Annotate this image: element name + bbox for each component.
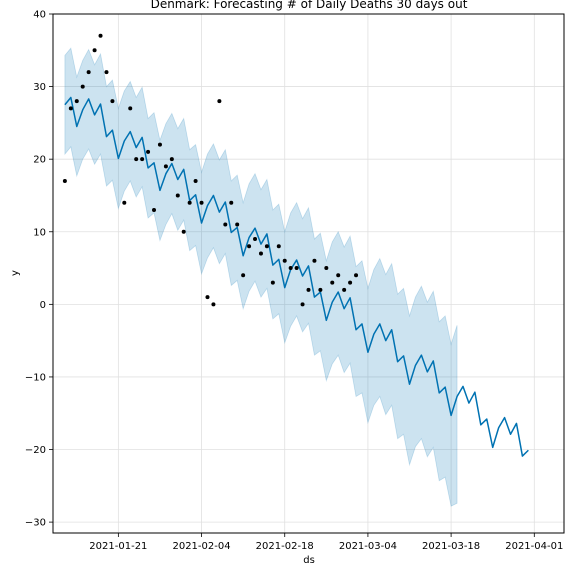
uncertainty-band-area (64, 47, 458, 507)
observed-point (110, 99, 115, 104)
x-tick-label: 2021-04-01 (505, 541, 563, 552)
observed-point (211, 302, 216, 307)
observed-point (247, 244, 252, 249)
observed-point (74, 99, 79, 104)
observed-points (62, 33, 359, 307)
y-tick-label: 10 (33, 227, 46, 238)
observed-point (134, 157, 139, 162)
observed-point (205, 295, 210, 300)
observed-point (282, 258, 287, 263)
observed-point (324, 266, 329, 271)
y-tick-label: −20 (25, 445, 46, 456)
observed-point (181, 229, 186, 234)
x-tick-label: 2021-03-18 (422, 541, 480, 552)
observed-point (312, 258, 317, 263)
x-tick-label: 2021-01-21 (89, 541, 147, 552)
observed-point (264, 244, 269, 249)
observed-point (68, 106, 73, 111)
observed-point (223, 222, 228, 227)
y-tick-label: −30 (25, 518, 46, 529)
x-axis-label: ds (303, 555, 315, 566)
observed-point (330, 280, 335, 285)
observed-point (157, 142, 162, 147)
observed-point (241, 273, 246, 278)
x-tick-label: 2021-03-04 (339, 541, 397, 552)
observed-point (140, 157, 145, 162)
observed-point (92, 48, 97, 53)
observed-point (217, 99, 222, 104)
forecast-line (64, 96, 529, 457)
observed-point (318, 287, 323, 292)
observed-point (229, 200, 234, 205)
observed-point (193, 178, 198, 183)
observed-point (80, 84, 85, 89)
chart-title: Denmark: Forecasting # of Daily Deaths 3… (151, 0, 468, 11)
observed-point (288, 266, 293, 271)
observed-point (122, 200, 127, 205)
observed-point (98, 33, 103, 38)
observed-point (86, 70, 91, 75)
observed-point (276, 244, 281, 249)
observed-point (336, 273, 341, 278)
x-axis-ticks: 2021-01-21 2021-02-04 2021-02-18 2021-03-04… (89, 533, 563, 552)
observed-point (348, 280, 353, 285)
x-tick-label: 2021-02-04 (172, 541, 230, 552)
y-tick-label: 30 (33, 82, 46, 93)
y-axis-label: y (10, 270, 21, 276)
observed-point (163, 164, 168, 169)
forecast-line-group (64, 96, 529, 457)
observed-point (146, 149, 151, 154)
observed-point (187, 200, 192, 205)
observed-point (300, 302, 305, 307)
observed-point (199, 200, 204, 205)
plot-area (52, 13, 565, 534)
observed-point (258, 251, 263, 256)
observed-point (235, 222, 240, 227)
observed-point (294, 266, 299, 271)
observed-point (128, 106, 133, 111)
observed-point (342, 287, 347, 292)
observed-point (253, 237, 258, 242)
observed-point (104, 70, 109, 75)
y-tick-label: −10 (25, 372, 46, 383)
observed-point (175, 193, 180, 198)
uncertainty-band (64, 47, 458, 507)
observed-point (354, 273, 359, 278)
y-axis-ticks: −30 −20 −10 0 10 20 30 40 (25, 10, 53, 529)
observed-point (270, 280, 275, 285)
observed-point (62, 178, 67, 183)
x-tick-label: 2021-02-18 (256, 541, 314, 552)
y-tick-label: 20 (33, 155, 46, 166)
y-tick-label: 40 (33, 10, 46, 21)
y-tick-label: 0 (40, 300, 46, 311)
observed-point (306, 287, 311, 292)
observed-point (169, 157, 174, 162)
observed-point (152, 207, 157, 212)
